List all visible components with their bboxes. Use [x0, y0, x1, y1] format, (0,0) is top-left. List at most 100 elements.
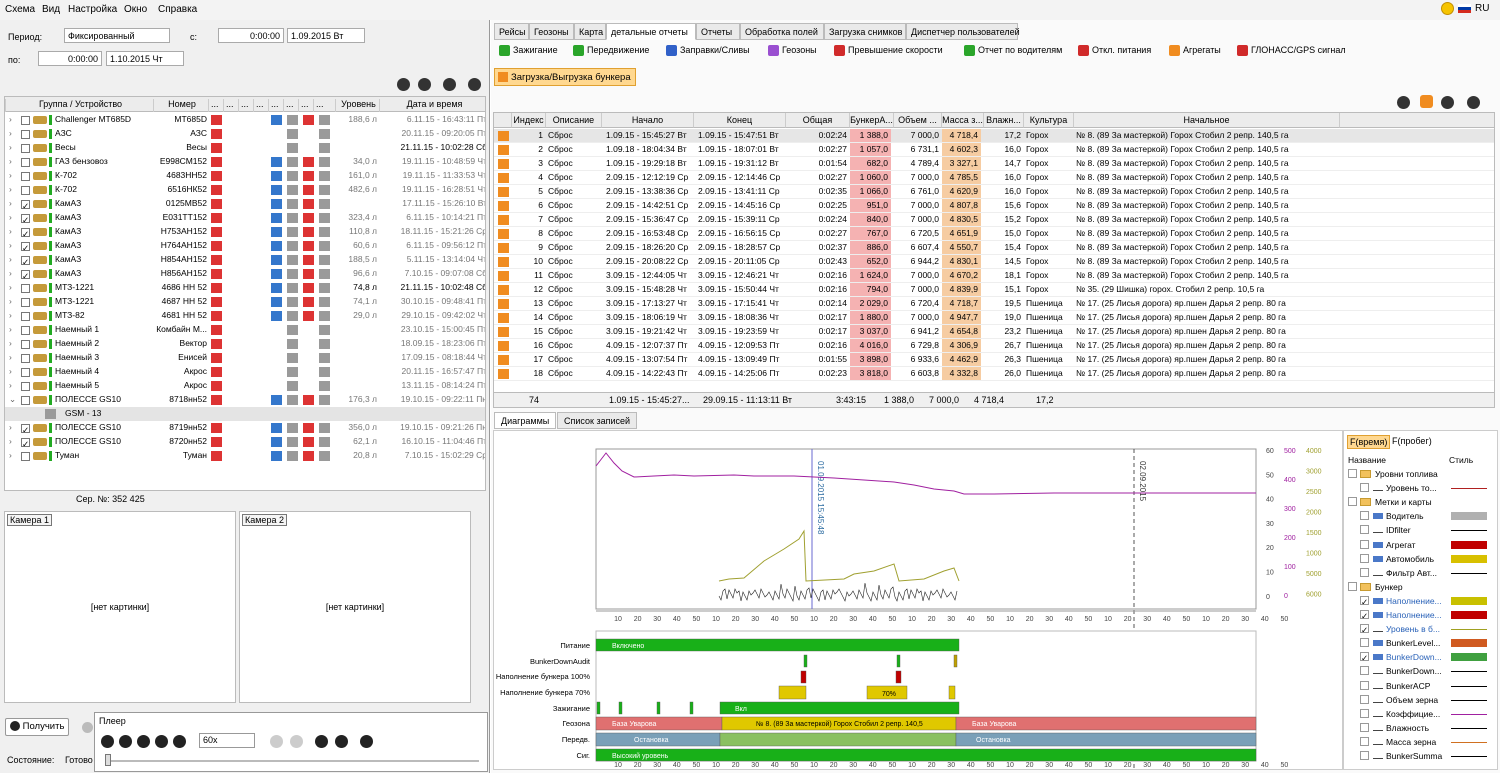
legend-checkbox[interactable]	[1360, 666, 1369, 676]
col-extra[interactable]: ...	[298, 99, 313, 112]
tree-row[interactable]: › ✓ ПОЛЕССЕ GS10 8719нн52 356,0 л 19.10.15 - …	[5, 421, 485, 435]
filter-icon[interactable]	[1397, 96, 1410, 109]
tree-row[interactable]: › Наемный 5 Акрос 13.11.15 - 08:14:24 Пт	[5, 379, 485, 393]
report-button-4[interactable]: Превышение скорости	[832, 42, 943, 59]
legend-checkbox[interactable]: ✓	[1360, 595, 1369, 607]
expand-icon[interactable]: ›	[9, 240, 12, 250]
col-header[interactable]: Влажн...	[984, 113, 1024, 128]
table-row[interactable]: 3 Сброс 1.09.15 - 19:29:18 Вт 1.09.15 - 19:…	[494, 157, 1494, 171]
table-row[interactable]: 1 Сброс 1.09.15 - 15:45:27 Вт 1.09.15 - 15:…	[494, 129, 1494, 143]
legend-checkbox[interactable]	[1360, 511, 1369, 521]
table-row[interactable]: 6 Сброс 2.09.15 - 14:42:51 Ср 2.09.15 - 14:…	[494, 199, 1494, 213]
legend-checkbox[interactable]	[1360, 680, 1369, 690]
legend-row[interactable]: Водитель	[1346, 509, 1496, 523]
expand-icon[interactable]: ›	[9, 254, 12, 264]
col-extra[interactable]: ...	[223, 99, 238, 112]
expand-icon[interactable]: ›	[9, 142, 12, 152]
col-header[interactable]: Масса з...	[942, 113, 984, 128]
tree-row[interactable]: › АЗС АЗС 20.11.15 - 09:20:05 Пт	[5, 127, 485, 141]
col-header[interactable]: Начальное	[1074, 113, 1340, 128]
expand-icon[interactable]: ›	[9, 310, 12, 320]
expand-icon[interactable]: ›	[9, 422, 12, 432]
menu-help[interactable]: Справка	[158, 4, 198, 15]
table-row[interactable]: 15 Сброс 3.09.15 - 19:21:42 Чт 3.09.15 - 19…	[494, 325, 1494, 339]
device-checkbox[interactable]: ✓	[21, 270, 30, 281]
tab-5[interactable]: Обработка полей	[740, 23, 824, 40]
device-checkbox[interactable]: ✓	[21, 200, 30, 211]
expand-icon[interactable]: ›	[9, 296, 12, 306]
skip-start-icon[interactable]	[101, 735, 114, 748]
device-checkbox[interactable]	[21, 116, 30, 125]
col-level[interactable]: Уровень	[335, 99, 379, 112]
skip-end-icon[interactable]	[173, 735, 186, 748]
report-button-0[interactable]: Зажигание	[497, 42, 558, 59]
device-checkbox[interactable]	[21, 172, 30, 181]
expand-icon[interactable]: ›	[9, 170, 12, 180]
device-checkbox[interactable]	[21, 326, 30, 335]
col-extra[interactable]: ...	[253, 99, 268, 112]
legend-checkbox[interactable]	[1360, 553, 1369, 563]
legend-checkbox[interactable]: ✓	[1360, 652, 1369, 664]
tree-row[interactable]: › ✓ КамАЗ 0125МВ52 17.11.15 - 15:26:10 Вт	[5, 197, 485, 211]
refresh-icon[interactable]	[397, 78, 410, 91]
expand-icon[interactable]: ›	[9, 352, 12, 362]
tree-row[interactable]: › ✓ КамАЗ Н764АН152 60,6 л 6.11.15 - 09:56:12…	[5, 239, 485, 253]
menu-schema[interactable]: Схема	[5, 4, 36, 15]
legend-row[interactable]: BunkerACP	[1346, 679, 1496, 693]
menu-settings[interactable]: Настройка	[68, 4, 118, 15]
collapse-icon[interactable]	[468, 78, 481, 91]
filter-icon[interactable]	[418, 78, 431, 91]
expand-icon[interactable]: ›	[9, 198, 12, 208]
legend-row[interactable]: ✓ Наполнение...	[1346, 594, 1496, 608]
report-button-1[interactable]: Передвижение	[571, 42, 649, 59]
table-row[interactable]: 2 Сброс 1.09.18 - 18:04:34 Вт 1.09.15 - 18:…	[494, 143, 1494, 157]
device-tree[interactable]: Группа / Устройство Номер ... ... ... ..…	[4, 96, 486, 491]
legend-checkbox[interactable]	[1360, 694, 1369, 704]
tab-0[interactable]: Рейсы	[494, 23, 529, 40]
tree-row[interactable]: › Наемный 1 Комбайн М... 23.10.15 - 15:00:4…	[5, 323, 485, 337]
tree-row[interactable]: › МТЗ-1221 4687 НН 52 74,1 л 30.10.15 - 09:4…	[5, 295, 485, 309]
tab-records[interactable]: Список записей	[557, 412, 638, 429]
expand-icon[interactable]: ›	[9, 226, 12, 236]
table-row[interactable]: 11 Сброс 3.09.15 - 12:44:05 Чт 3.09.15 - 12…	[494, 269, 1494, 283]
device-checkbox[interactable]: ✓	[21, 214, 30, 225]
bunker-report-button[interactable]: Загрузка/Выгрузка бункера	[494, 68, 636, 86]
expand-icon[interactable]: ›	[9, 114, 12, 124]
expand-icon[interactable]: ›	[9, 184, 12, 194]
play-icon[interactable]	[137, 735, 150, 748]
wrench-icon[interactable]	[1441, 96, 1454, 109]
collapse-icon[interactable]	[1467, 96, 1480, 109]
device-checkbox[interactable]	[21, 298, 30, 307]
timeline-knob[interactable]	[105, 754, 111, 766]
expand-icon[interactable]: ›	[9, 128, 12, 138]
record-icon[interactable]	[270, 735, 283, 748]
tree-row[interactable]: › ГАЗ бензовоз Е998СМ152 34,0 л 19.11.15 - 1…	[5, 155, 485, 169]
tree-row[interactable]: › ✓ ПОЛЕССЕ GS10 8720нн52 62,1 л 16.10.15 - 1…	[5, 435, 485, 449]
record2-icon[interactable]	[290, 735, 303, 748]
tree-row[interactable]: GSM - 13	[5, 407, 485, 421]
legend-row[interactable]: Фильтр Авт...	[1346, 566, 1496, 580]
shield-icon[interactable]	[1420, 95, 1433, 108]
expand-icon[interactable]: ›	[9, 324, 12, 334]
stop-icon[interactable]	[82, 722, 93, 733]
expand-icon[interactable]: ›	[9, 212, 12, 222]
expand-icon[interactable]: ›	[9, 366, 12, 376]
legend-checkbox[interactable]	[1360, 722, 1369, 732]
sync-icon[interactable]	[335, 735, 348, 748]
col-extra[interactable]: ...	[238, 99, 253, 112]
camera-2-panel[interactable]: Камера 2 [нет картинки]	[239, 511, 471, 703]
legend-checkbox[interactable]	[1360, 736, 1369, 746]
expand-icon[interactable]: ›	[9, 436, 12, 446]
legend-checkbox[interactable]: ✓	[1360, 624, 1369, 636]
col-datetime[interactable]: Дата и время	[379, 99, 485, 112]
legend-row[interactable]: BunkerSumma	[1346, 749, 1496, 763]
tree-row[interactable]: ⌄ ПОЛЕССЕ GS10 8718нн52 176,3 л 19.10.15 - 0…	[5, 393, 485, 407]
forward-icon[interactable]	[155, 735, 168, 748]
tree-row[interactable]: › МТЗ-82 4681 НН 52 29,0 л 29.10.15 - 09:42:…	[5, 309, 485, 323]
table-row[interactable]: 14 Сброс 3.09.15 - 18:06:19 Чт 3.09.15 - 18…	[494, 311, 1494, 325]
legend-row[interactable]: Влажность	[1346, 721, 1496, 735]
report-button-8[interactable]: ГЛОНАСС/GPS сигнал	[1235, 42, 1346, 59]
legend-checkbox[interactable]	[1360, 567, 1369, 577]
table-row[interactable]: 17 Сброс 4.09.15 - 13:07:54 Пт 4.09.15 - 13…	[494, 353, 1494, 367]
device-checkbox[interactable]	[21, 144, 30, 153]
